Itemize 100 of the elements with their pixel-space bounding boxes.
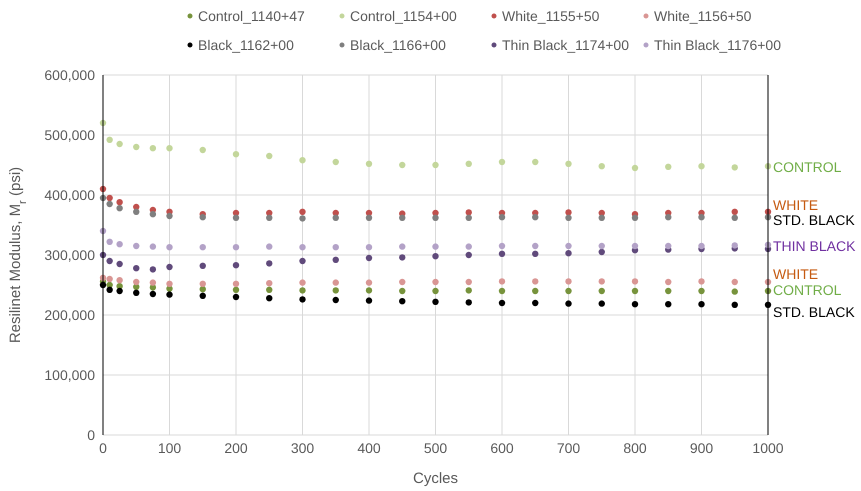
legend-label: Control_1154+00 xyxy=(350,8,457,24)
point xyxy=(698,242,705,250)
point xyxy=(632,214,638,221)
point xyxy=(150,266,156,273)
point xyxy=(200,262,206,269)
x-tick-label: 700 xyxy=(556,440,580,456)
point xyxy=(106,238,113,245)
point xyxy=(665,301,672,308)
point xyxy=(432,214,439,221)
point xyxy=(565,214,572,221)
y-tick-label: 600,000 xyxy=(44,67,96,83)
point xyxy=(732,288,738,295)
text: STD. BLACK xyxy=(773,212,856,228)
point xyxy=(565,250,572,256)
point xyxy=(632,301,638,308)
point xyxy=(432,298,439,305)
point xyxy=(498,300,506,306)
point xyxy=(698,301,705,308)
x-tick-label: 600 xyxy=(490,440,514,456)
point xyxy=(366,279,372,286)
x-tick-label: 800 xyxy=(623,440,647,456)
point xyxy=(150,243,156,250)
point xyxy=(498,288,506,294)
point xyxy=(698,288,705,294)
point xyxy=(399,278,406,286)
y-tick-label: 200,000 xyxy=(44,307,96,323)
point xyxy=(200,146,206,154)
point xyxy=(698,163,705,170)
point xyxy=(106,136,113,143)
y-tick-label: 500,000 xyxy=(44,127,96,143)
point xyxy=(466,299,472,306)
point xyxy=(332,279,339,286)
point xyxy=(106,276,113,282)
point xyxy=(432,288,439,294)
point xyxy=(565,160,572,167)
point xyxy=(498,250,506,257)
point xyxy=(332,256,339,263)
point xyxy=(466,243,472,250)
point xyxy=(565,288,572,294)
point xyxy=(698,214,705,220)
point xyxy=(565,242,572,250)
point xyxy=(466,214,472,221)
point xyxy=(399,162,406,168)
point xyxy=(598,242,605,250)
point xyxy=(498,214,506,220)
point xyxy=(232,262,240,268)
point xyxy=(466,160,472,167)
point xyxy=(366,214,372,221)
point xyxy=(133,144,140,150)
point xyxy=(665,278,672,286)
point xyxy=(232,280,240,287)
point xyxy=(116,140,123,148)
point xyxy=(106,258,113,264)
point xyxy=(200,214,206,220)
point xyxy=(432,243,439,250)
point xyxy=(133,290,140,296)
point xyxy=(266,152,272,160)
point xyxy=(166,280,173,287)
point xyxy=(200,244,206,250)
legend-label: Control_1140+47 xyxy=(198,8,305,24)
point xyxy=(366,254,372,262)
point xyxy=(665,242,672,250)
point xyxy=(366,244,372,250)
x-tick-label: 300 xyxy=(290,440,314,456)
point xyxy=(399,298,406,304)
x-tick-label: 200 xyxy=(224,440,248,456)
point xyxy=(166,244,173,250)
x-tick-label: 0 xyxy=(99,440,108,456)
x-axis-title: Cycles xyxy=(412,470,458,487)
point xyxy=(116,277,123,284)
point xyxy=(632,288,638,294)
point xyxy=(399,288,406,294)
text: WHITE xyxy=(773,197,818,213)
point xyxy=(665,164,672,170)
point xyxy=(532,158,538,166)
point xyxy=(665,288,672,294)
point xyxy=(299,287,306,294)
point xyxy=(565,278,572,285)
point xyxy=(299,244,306,250)
text: WHITE xyxy=(773,266,818,282)
point xyxy=(366,160,372,167)
point xyxy=(466,209,472,216)
legend-label: White_1156+50 xyxy=(654,8,752,24)
point xyxy=(232,214,240,221)
point xyxy=(106,194,113,202)
point xyxy=(732,242,738,249)
point xyxy=(266,214,272,221)
point xyxy=(332,214,339,221)
point xyxy=(498,278,506,285)
point xyxy=(133,242,140,250)
point xyxy=(299,296,306,303)
point xyxy=(432,162,439,168)
point xyxy=(332,158,339,166)
point xyxy=(166,291,173,298)
point xyxy=(232,294,240,300)
point xyxy=(498,158,506,166)
point xyxy=(732,208,738,215)
point xyxy=(266,295,272,302)
point xyxy=(698,278,705,285)
point xyxy=(116,260,123,268)
